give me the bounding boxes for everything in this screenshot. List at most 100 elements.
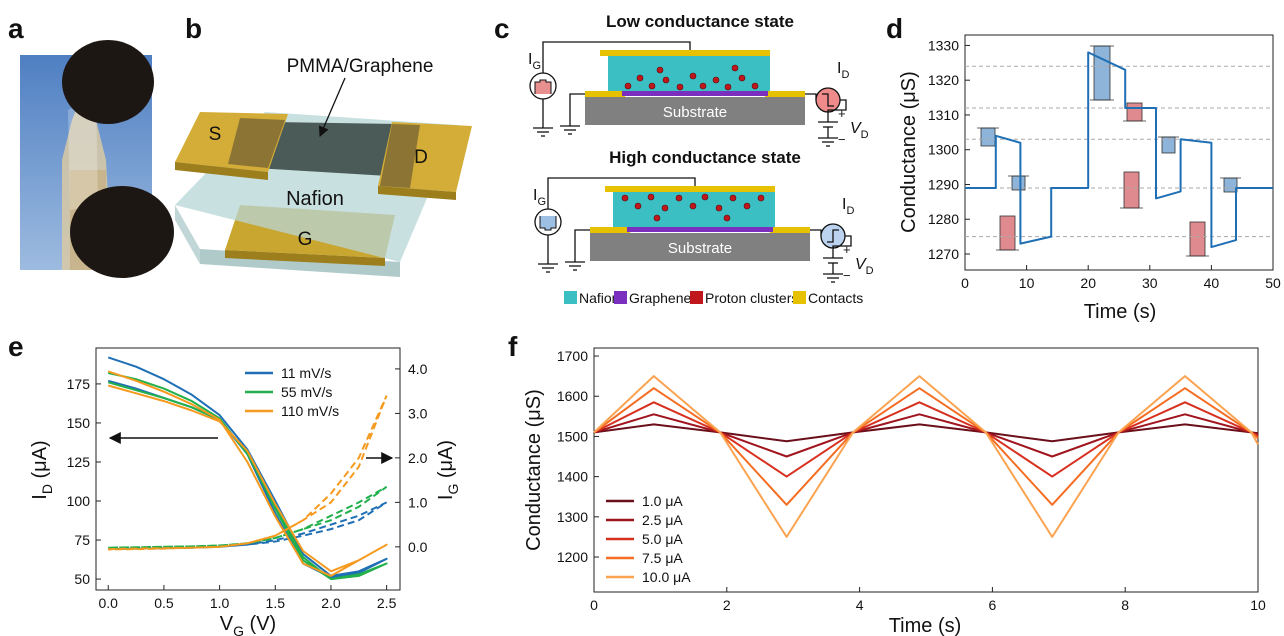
circuit-high-part (590, 227, 630, 233)
panel-label: a (8, 13, 24, 44)
panel-label: c (494, 13, 510, 44)
circuit-high-part-part (743, 202, 751, 210)
y-tick-label: 1500 (557, 428, 588, 444)
circuit-low-part (805, 93, 817, 100)
device-diagram-part (175, 205, 200, 264)
circuit-low-part-part (656, 66, 664, 74)
diagram-label: Nafion (286, 188, 344, 210)
circuit-low-part-part (751, 82, 759, 90)
legend-label: Nafion (579, 290, 619, 306)
y2-tick-label: 1.0 (408, 494, 428, 510)
y-tick-label: 1600 (557, 388, 588, 404)
device-diagram-part (378, 186, 456, 200)
y-tick-label: 1270 (928, 246, 959, 262)
x-tick-label: 1.0 (210, 595, 230, 611)
photo-part (70, 186, 174, 278)
circuit-low-part-part (624, 82, 632, 90)
y-tick-label: 1300 (928, 142, 959, 158)
label-part: I (533, 187, 537, 204)
circuit-high-part (770, 227, 810, 233)
circuit-label: IG (533, 187, 546, 208)
circuit-high-part (613, 192, 775, 228)
circuit-low-part (585, 91, 625, 97)
diagram-legend: Nafion Graphene Proton clusters Contacts (564, 290, 863, 306)
circuit-low-part-part (724, 83, 732, 91)
circuit-low-part-part (676, 83, 684, 91)
circuit-high-part (621, 193, 765, 222)
legend-label: Proton clusters (705, 290, 798, 306)
device-diagram-part (228, 118, 285, 168)
y-tick-label: 1280 (928, 211, 959, 227)
state-icons-part (1123, 171, 1140, 209)
x-axis-label: Time (s) (889, 615, 962, 636)
circuit-high (534, 177, 852, 283)
circuit-high-part-part (634, 202, 642, 210)
state-title: Low conductance state (606, 12, 794, 31)
legend-label: 10.0 μA (642, 569, 691, 585)
photo (20, 40, 174, 278)
circuit-high-part (590, 233, 810, 261)
circuit-high-part (547, 177, 696, 209)
legend-label: 1.0 μA (642, 493, 683, 509)
x-tick-label: 0 (590, 597, 598, 613)
label-part: D (39, 484, 55, 494)
data-line-y2 (108, 395, 388, 551)
device-diagram-part (318, 77, 346, 137)
legend-label: 7.5 μA (642, 550, 683, 566)
state-icons-part (1189, 221, 1206, 257)
data-line-y2 (108, 485, 388, 549)
circuit-high-part-part (723, 214, 731, 222)
label-part: (μA) (435, 440, 457, 484)
panel-label: b (185, 13, 202, 44)
circuit-high-part (539, 216, 557, 231)
circuit-high-part (827, 229, 839, 243)
data-line (593, 401, 1259, 478)
y-axis-label: Conductance (μS) (898, 71, 920, 233)
circuit-high-part-part (647, 193, 655, 201)
legend-swatch (614, 291, 627, 304)
diagram-label: S (209, 124, 222, 145)
label-part: V (220, 613, 234, 635)
circuit-high-part-part (729, 194, 737, 202)
data-line (593, 423, 1259, 443)
y-tick-label: 1300 (557, 509, 588, 525)
x-tick-label: 8 (1121, 597, 1129, 613)
circuit-label: − (838, 132, 846, 147)
circuit-low-part (600, 50, 770, 56)
device-diagram-part (225, 250, 385, 266)
circuit-high-part-part (653, 214, 661, 222)
label-part: I (837, 60, 841, 77)
circuit-low-part-part (699, 82, 707, 90)
circuit-high-part (574, 229, 593, 262)
x-tick-label: 10 (1019, 275, 1035, 291)
label-part: D (866, 265, 874, 277)
circuit-low-part (542, 41, 691, 73)
legend-swatch (564, 291, 577, 304)
y2-tick-label: 4.0 (408, 361, 428, 377)
circuit-high-part-part (701, 193, 709, 201)
circuit-high-part (832, 235, 852, 258)
data-line (107, 370, 388, 577)
label-part: (V) (244, 613, 276, 635)
state-icons (977, 45, 1241, 257)
data-line (965, 51, 1273, 249)
y-tick-label: 1330 (928, 37, 959, 53)
substrate-label: Substrate (668, 240, 732, 257)
panel-label: f (508, 331, 518, 362)
circuit-high-part (605, 186, 775, 192)
label-part: V (855, 256, 867, 273)
circuit-low (529, 41, 847, 147)
state-icons-part (1093, 45, 1111, 101)
x-tick-label: 0.0 (99, 595, 119, 611)
diagram-label: G (298, 229, 313, 250)
x-tick-label: 10 (1250, 597, 1266, 613)
circuit-label: + (838, 106, 846, 121)
y2-tick-label: 3.0 (408, 405, 428, 421)
data-line (593, 387, 1259, 506)
legend-label: 11 mV/s (281, 365, 331, 381)
x-tick-label: 40 (1204, 275, 1220, 291)
x-tick-label: 1.5 (266, 595, 286, 611)
x-tick-label: 50 (1265, 275, 1281, 291)
label-part: G (537, 196, 546, 208)
